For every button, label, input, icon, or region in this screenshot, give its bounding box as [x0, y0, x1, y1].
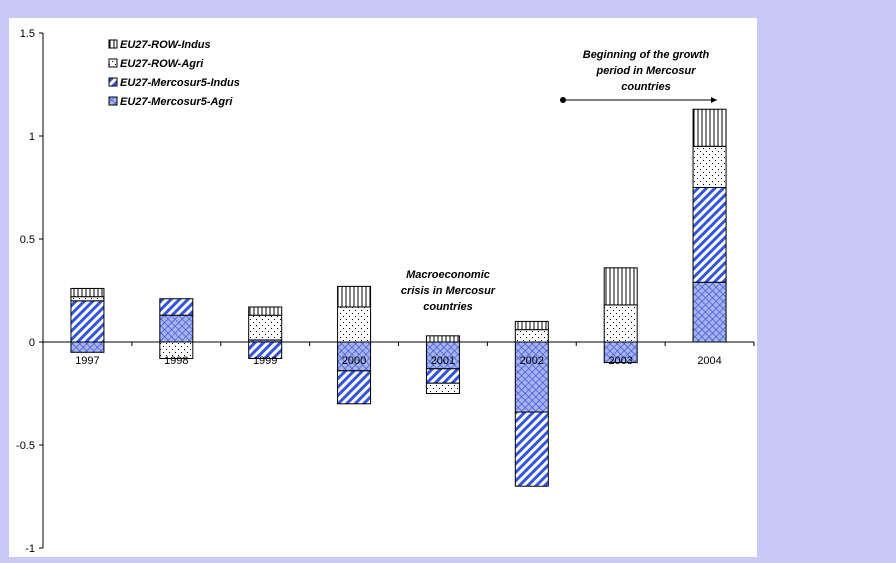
legend-swatch: [108, 96, 118, 106]
legend-swatch: [108, 77, 118, 87]
bar-segment: [70, 341, 105, 353]
bar-segment: [70, 296, 105, 302]
bar-segment: [514, 411, 549, 487]
legend-label: EU27-Mercosur5-Indus: [120, 77, 240, 89]
bar-segment: [337, 370, 372, 405]
legend-item: EU27-Mercosur5-Indus: [108, 77, 240, 89]
legend-label: EU27-ROW-Indus: [120, 39, 211, 51]
bar-segment: [70, 300, 105, 343]
bar-segment: [692, 281, 727, 343]
bar-segment: [159, 314, 194, 343]
x-tick-label: 2000: [342, 355, 366, 367]
y-tick-label: 1: [29, 131, 35, 143]
bar-segment: [248, 306, 283, 316]
crisis-annotation-line-3: countries: [423, 301, 473, 313]
x-tick-label: 2002: [520, 355, 544, 367]
bar-segment: [248, 314, 283, 341]
x-tick-label: 2004: [697, 355, 721, 367]
growth-annotation-line-2: period in Mercosur: [595, 65, 696, 77]
legend: EU27-ROW-Indus EU27-ROW-Agri EU27-Mercosur…: [108, 39, 240, 108]
bar-segment: [514, 341, 549, 413]
crisis-annotation: Macroeconomic crisis in Mercosur countri…: [401, 269, 496, 313]
x-tick-label: 1997: [75, 355, 99, 367]
bar-segment: [692, 108, 727, 147]
bar-segment: [514, 320, 549, 331]
bar-segment: [425, 382, 460, 395]
y-tick-label: -0.5: [16, 440, 35, 452]
y-tick-label: 0.5: [20, 234, 35, 246]
bar-segment: [692, 187, 727, 283]
bar-segment: [692, 145, 727, 189]
x-tick-label: 2001: [431, 355, 455, 367]
growth-annotation-line-3: countries: [621, 81, 671, 93]
legend-item: EU27-ROW-Indus: [108, 39, 211, 51]
legend-item: EU27-ROW-Agri: [108, 58, 204, 70]
growth-annotation-line-1: Beginning of the growth: [583, 49, 710, 61]
x-tick-label: 1998: [164, 355, 188, 367]
bar-segment: [425, 368, 460, 384]
bar-segment: [425, 341, 460, 370]
bar-segment: [159, 341, 194, 359]
bar-segment: [514, 329, 549, 343]
bar-segment: [337, 306, 372, 343]
x-tick-label: 1999: [253, 355, 277, 367]
x-tick-label: 2003: [608, 355, 632, 367]
y-tick-label: 0: [29, 337, 35, 349]
stacked-bar-chart: -1 -0.5 0 0.5 1 1.5 1997 1998 1999 2000 2001 2002 2…: [16, 28, 755, 555]
legend-swatch: [108, 58, 118, 68]
bar-segment: [70, 287, 105, 298]
crisis-annotation-line-1: Macroeconomic: [406, 269, 490, 281]
y-tick-label: 1.5: [20, 28, 35, 40]
growth-annotation: Beginning of the growth period in Mercos…: [560, 49, 717, 103]
legend-item: EU27-Mercosur5-Agri: [108, 96, 233, 108]
y-tick-label: -1: [25, 543, 35, 555]
legend-swatch: [108, 39, 118, 49]
crisis-annotation-line-2: crisis in Mercosur: [401, 285, 496, 297]
bar-segment: [603, 267, 638, 306]
chart-frame: -1 -0.5 0 0.5 1 1.5 1997 1998 1999 2000 2001 2002 2…: [9, 18, 757, 557]
bar-segment: [425, 335, 460, 343]
bar-segment: [603, 304, 638, 343]
legend-label: EU27-Mercosur5-Agri: [120, 96, 233, 108]
legend-label: EU27-ROW-Agri: [120, 58, 204, 70]
bar-segment: [248, 341, 283, 359]
bar-segment: [159, 298, 194, 316]
bar-segment: [337, 285, 372, 308]
